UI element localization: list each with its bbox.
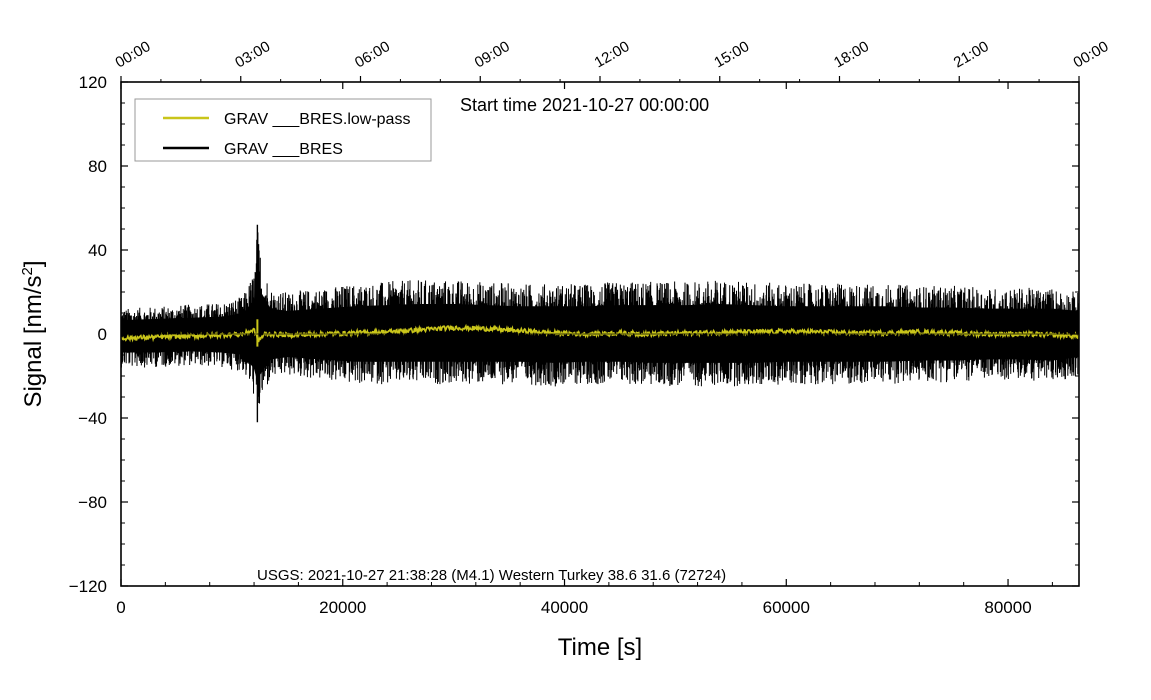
- x-tick-label: 80000: [984, 598, 1031, 617]
- plot-traces: [121, 224, 1079, 423]
- raw-signal-band: [121, 274, 1079, 383]
- top-axis-label: 06:00: [352, 38, 393, 71]
- axes: 0 20000 40000 60000 80000 −120 −80 −40 0 40 80 120: [69, 73, 1079, 617]
- top-axis-label: 12:00: [592, 38, 633, 71]
- legend-label-low-pass: GRAV ___BRES.low-pass: [224, 111, 410, 128]
- top-axis-label: 21:00: [951, 38, 992, 71]
- low-pass-trace: [121, 323, 1079, 343]
- y-tick-label: −40: [78, 409, 107, 428]
- start-time-annotation: Start time 2021-10-27 00:00:00: [460, 95, 709, 115]
- event-annotation: USGS: 2021-10-27 21:38:28 (M4.1) Western…: [257, 567, 726, 584]
- top-axis-label: 18:00: [831, 38, 872, 71]
- legend-box: [134, 98, 432, 162]
- y-axis-label-close: ]: [20, 260, 47, 267]
- top-time-axis: 00:00 03:00 06:00 09:00 12:00 15:00 18:00 21:00…: [113, 38, 1112, 82]
- x-tick-label: 20000: [319, 598, 366, 617]
- top-axis-label: 15:00: [711, 38, 752, 71]
- x-tick-label: 60000: [763, 598, 810, 617]
- y-tick-label: −80: [78, 493, 107, 512]
- y-tick-label: 120: [79, 73, 107, 92]
- x-axis-label: Time [s]: [558, 634, 642, 661]
- y-tick-label: 40: [88, 241, 107, 260]
- top-axis-label: 09:00: [472, 38, 513, 71]
- x-tick-label: 40000: [541, 598, 588, 617]
- y-tick-label: 0: [98, 325, 107, 344]
- x-tick-label: 0: [116, 598, 125, 617]
- y-tick-label: 80: [88, 157, 107, 176]
- legend: GRAV ___BRES.low-pass GRAV ___BRES: [134, 98, 432, 162]
- top-axis-label: 03:00: [232, 38, 273, 71]
- top-axis-label: 00:00: [1071, 38, 1112, 71]
- y-tick-label: −120: [69, 577, 107, 596]
- top-axis-label: 00:00: [113, 38, 154, 71]
- y-axis-label: Signal [nm/s2]: [19, 260, 47, 407]
- y-axis-label-superscript: 2: [19, 267, 36, 275]
- legend-label-raw: GRAV ___BRES: [224, 141, 343, 158]
- y-axis-label-main: Signal [nm/s: [20, 275, 47, 407]
